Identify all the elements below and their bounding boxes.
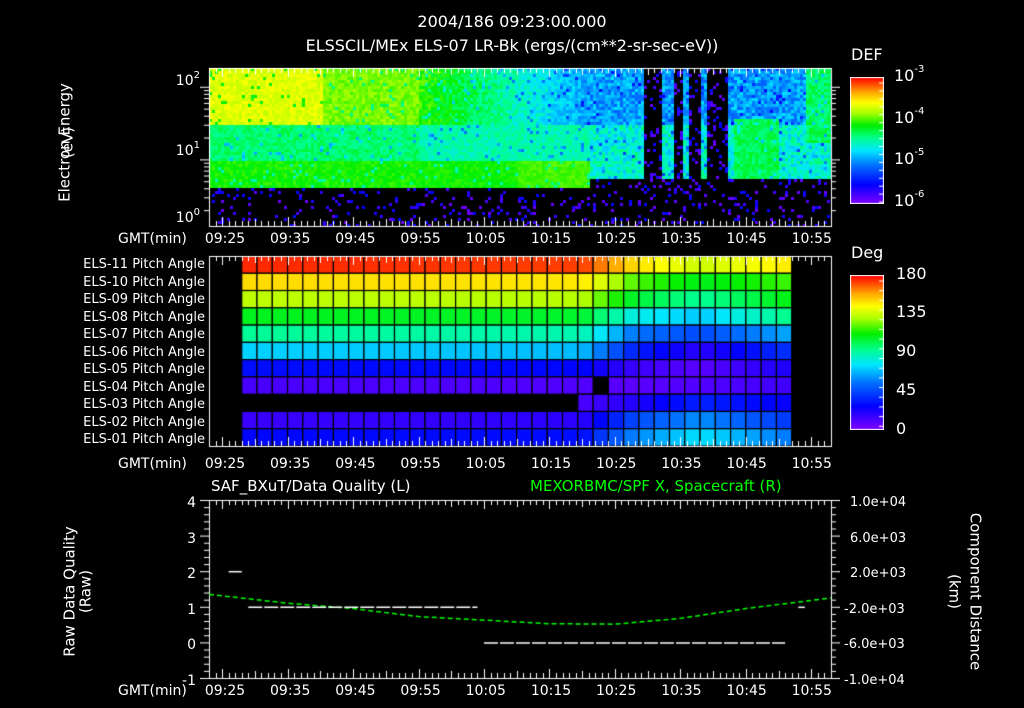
pitch-angle-row-label: ELS-06 Pitch Angle	[83, 344, 205, 360]
quality-ytick-left: 4	[187, 495, 196, 511]
x-tick-label: 09:45	[335, 456, 376, 472]
x-tick-label: 09:25	[204, 231, 246, 247]
x-tick-label: 10:55	[791, 231, 832, 247]
x-tick-label: 10:45	[726, 456, 767, 472]
plot-timestamp: 2004/186 09:23:00.000	[417, 12, 607, 31]
pitch-angle-row-label: ELS-01 Pitch Angle	[83, 432, 205, 447]
x-tick-label: 10:35	[661, 456, 702, 472]
x-tick-label: 09:35	[270, 231, 311, 247]
quality-xlabel: GMT(min)	[118, 683, 187, 699]
energy-axes	[200, 62, 840, 232]
x-tick-label: 10:25	[596, 683, 637, 699]
plot-subtitle: ELSSCIL/MEx ELS-07 LR-Bk (ergs/(cm**2-sr…	[305, 36, 719, 55]
pitch-angle-row-label: ELS-09 Pitch Angle	[83, 292, 205, 307]
def-colorbar	[850, 77, 884, 204]
energy-xlabel: GMT(min)	[118, 231, 187, 247]
energy-ytick-1: 100	[175, 207, 200, 226]
quality-ytick-left: 3	[187, 530, 196, 547]
quality-yunit-right: (km)	[945, 573, 964, 609]
x-tick-label: 09:35	[270, 456, 311, 472]
x-tick-label: 10:15	[530, 683, 572, 699]
x-tick-label: 10:05	[465, 683, 506, 699]
pitch-angle-row-label: ELS-03 Pitch Angle	[83, 397, 205, 412]
x-tick-label: 10:55	[791, 456, 832, 472]
pitch-angle-axes	[200, 250, 840, 450]
energy-ytick-100: 102	[175, 70, 200, 89]
deg-cbar-tick-135: 135	[896, 302, 927, 321]
x-tick-label: 10:25	[596, 456, 637, 472]
x-tick-label: 10:55	[791, 683, 832, 699]
quality-yunit-left: (Raw)	[76, 569, 95, 614]
def-cbar-tick-1e-4: 10-4	[894, 106, 925, 127]
x-tick-label: 10:15	[530, 456, 572, 472]
x-tick-label: 10:25	[596, 231, 637, 247]
def-cbar-tick-1e-6: 10-6	[894, 189, 925, 210]
pitch-angle-row-label: ELS-05 Pitch Angle	[83, 362, 205, 377]
pitch-angle-row-label: ELS-10 Pitch Angle	[83, 274, 205, 290]
quality-ytick-right: -2.0e+03	[844, 601, 905, 617]
deg-colorbar-label: Deg	[851, 243, 884, 262]
def-cbar-tick-1e-5: 10-5	[894, 147, 925, 168]
quality-ytick-right: 2.0e+03	[850, 566, 907, 582]
x-tick-label: 10:45	[726, 683, 767, 699]
pitch-angle-row-label: ELS-11 Pitch Angle	[83, 257, 205, 272]
quality-ytick-right: -6.0e+03	[844, 637, 905, 653]
quality-ytick-left: 2	[187, 566, 196, 583]
quality-title-right: MEXORBMC/SPF X, Spacecraft (R)	[530, 477, 782, 495]
x-tick-label: 09:45	[335, 683, 376, 699]
quality-ylabel-left: Raw Data Quality	[60, 526, 79, 657]
x-tick-label: 10:15	[530, 231, 572, 247]
deg-cbar-tick-45: 45	[896, 380, 917, 399]
x-tick-label: 09:25	[204, 456, 246, 472]
x-tick-label: 09:45	[335, 231, 376, 247]
x-tick-label: 10:05	[465, 231, 506, 247]
def-colorbar-label: DEF	[851, 45, 883, 64]
x-tick-label: 09:35	[270, 683, 311, 699]
x-tick-label: 09:55	[400, 231, 441, 247]
energy-ytick-10: 101	[175, 140, 200, 159]
x-tick-label: 09:55	[400, 683, 441, 699]
x-tick-label: 09:25	[204, 683, 246, 699]
energy-yunit: (eV)	[58, 126, 77, 159]
deg-cbar-tick-0: 0	[896, 419, 907, 438]
x-tick-label: 10:35	[661, 683, 702, 699]
quality-ytick-right: 1.0e+04	[850, 495, 907, 510]
quality-ytick-left: 1	[187, 601, 196, 618]
quality-line-chart	[200, 494, 840, 684]
quality-title-left: SAF_BXuT/Data Quality (L)	[211, 477, 411, 495]
quality-ytick-right: -1.0e+04	[844, 673, 905, 688]
def-cbar-tick-1e-3: 10-3	[894, 64, 925, 85]
quality-ylabel-right: Component Distance	[966, 512, 985, 671]
x-tick-label: 09:55	[400, 456, 441, 472]
pitch-angle-row-label: ELS-04 Pitch Angle	[83, 379, 205, 395]
deg-cbar-tick-90: 90	[896, 341, 917, 360]
x-tick-label: 10:05	[465, 456, 506, 472]
deg-cbar-tick-180: 180	[896, 264, 927, 283]
pitch-xlabel: GMT(min)	[118, 456, 187, 472]
quality-ytick-right: 6.0e+03	[850, 530, 907, 546]
quality-ytick-left: -1	[182, 673, 196, 689]
x-tick-label: 10:45	[726, 231, 767, 247]
deg-colorbar	[850, 275, 884, 430]
pitch-angle-row-label: ELS-02 Pitch Angle	[83, 414, 205, 430]
pitch-angle-row-label: ELS-08 Pitch Angle	[83, 309, 205, 325]
x-tick-label: 10:35	[661, 231, 702, 247]
quality-ytick-left: 0	[187, 637, 196, 654]
pitch-angle-row-label: ELS-07 Pitch Angle	[83, 327, 205, 342]
